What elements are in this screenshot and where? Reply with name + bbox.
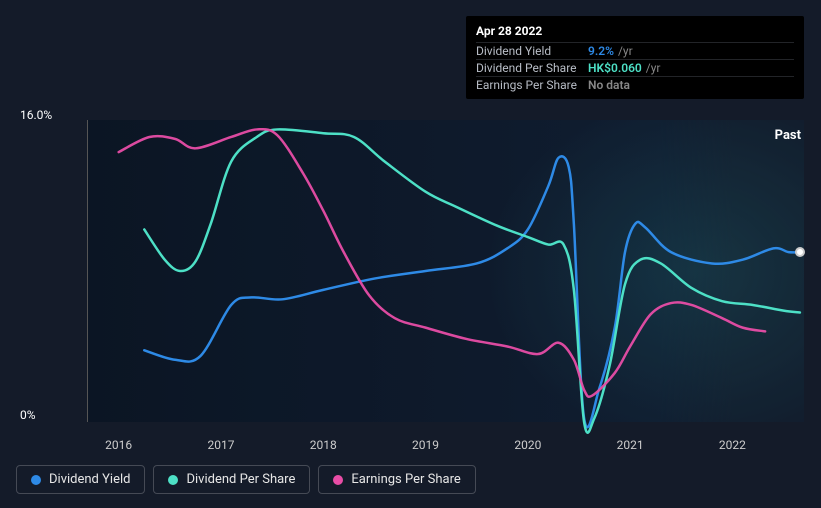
x-axis-label: 2019 bbox=[412, 438, 439, 452]
x-axis-label: 2016 bbox=[105, 438, 132, 452]
tooltip-row: Dividend Per ShareHK$0.060/yr bbox=[476, 59, 794, 76]
legend-label: Dividend Per Share bbox=[186, 472, 295, 487]
chart-container: 16.0% 0% Past 20162017201820192020202120… bbox=[0, 0, 821, 508]
swatch-icon bbox=[31, 475, 41, 485]
series-end-marker bbox=[795, 247, 805, 257]
tooltip-row-value: 9.2% bbox=[588, 44, 614, 58]
swatch-icon bbox=[333, 475, 343, 485]
legend-item-earnings-per-share[interactable]: Earnings Per Share bbox=[318, 465, 475, 494]
tooltip-row-label: Dividend Yield bbox=[476, 44, 588, 58]
tooltip-row: Earnings Per ShareNo data bbox=[476, 76, 794, 93]
swatch-icon bbox=[168, 475, 178, 485]
tooltip-row-value: HK$0.060 bbox=[588, 61, 642, 75]
tooltip-row-unit: /yr bbox=[646, 61, 661, 75]
legend-item-dividend-yield[interactable]: Dividend Yield bbox=[16, 465, 145, 494]
legend-item-dividend-per-share[interactable]: Dividend Per Share bbox=[153, 465, 310, 494]
legend-label: Earnings Per Share bbox=[351, 472, 460, 487]
x-axis-label: 2017 bbox=[207, 438, 234, 452]
series-dividend_per_share bbox=[144, 129, 800, 432]
chart-tooltip: Apr 28 2022 Dividend Yield9.2%/yrDividen… bbox=[466, 16, 804, 99]
tooltip-date: Apr 28 2022 bbox=[476, 22, 794, 42]
x-axis-label: 2021 bbox=[617, 438, 644, 452]
x-axis-label: 2018 bbox=[310, 438, 337, 452]
tooltip-row-label: Dividend Per Share bbox=[476, 61, 588, 75]
tooltip-row-unit: /yr bbox=[618, 44, 633, 58]
series-dividend_yield bbox=[144, 156, 800, 427]
x-axis-label: 2022 bbox=[719, 438, 746, 452]
x-axis-label: 2020 bbox=[514, 438, 541, 452]
tooltip-row-value: No data bbox=[588, 78, 630, 92]
legend-label: Dividend Yield bbox=[49, 472, 130, 487]
tooltip-row: Dividend Yield9.2% /yr bbox=[476, 42, 794, 59]
tooltip-row-label: Earnings Per Share bbox=[476, 78, 588, 92]
series-earnings_per_share bbox=[119, 129, 765, 397]
legend: Dividend Yield Dividend Per Share Earnin… bbox=[16, 465, 476, 494]
